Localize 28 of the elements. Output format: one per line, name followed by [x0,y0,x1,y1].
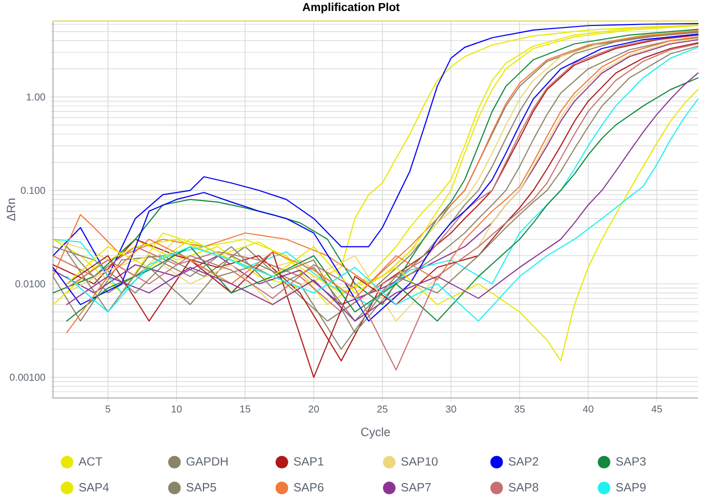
legend-label: SAP7 [401,483,431,492]
y-tick-label: 0.0100 [15,280,46,288]
x-tick-label: 10 [172,406,182,413]
legend-label: SAP5 [186,483,216,492]
legend-label: SAP10 [401,457,438,466]
y-tick-label: 0.00100 [10,374,46,381]
x-tick-label: 30 [446,406,456,413]
legend-label: SAP1 [294,457,324,466]
chart-title: Amplification Plot [302,2,400,14]
x-tick-label: 45 [652,406,662,412]
legend-label: ACT [78,457,102,466]
x-axis-title: Cycle [361,427,390,439]
legend-label: SAP4 [79,483,109,492]
legend-label: SAP3 [616,457,646,466]
legend-label: SAP8 [508,483,538,492]
legend-label: GAPDH [186,457,228,466]
x-tick-label: 25 [377,406,388,413]
legend-label: SAP6 [294,483,324,492]
y-tick-label: 0.100 [20,186,46,194]
legend-label: SAP2 [508,457,538,466]
x-tick-label: 20 [308,406,319,413]
x-tick-label: 40 [582,406,594,413]
y-tick-label: 1.00 [26,93,46,100]
x-tick-label: 15 [240,406,250,412]
legend-label: SAP9 [616,483,646,492]
x-tick-label: 5 [106,406,110,412]
x-tick-label: 35 [514,406,525,413]
y-axis-title: ΔRn [6,198,16,221]
